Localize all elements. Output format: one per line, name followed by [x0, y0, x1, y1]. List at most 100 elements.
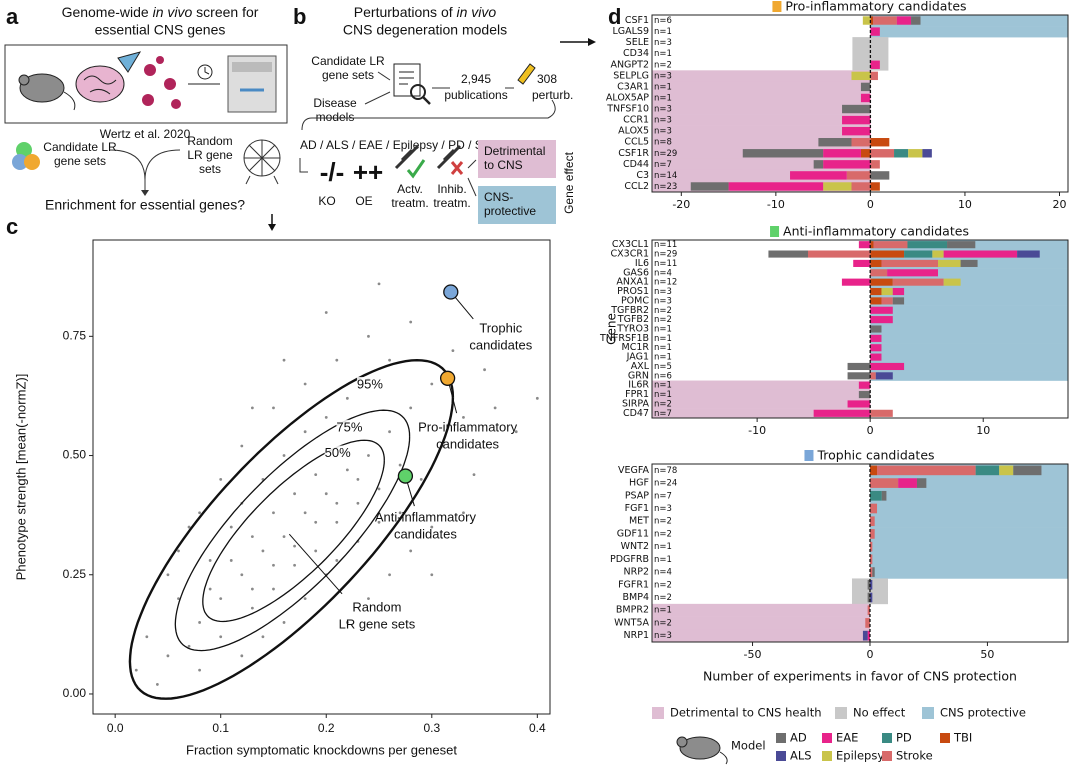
cloud-point — [335, 520, 339, 524]
cloud-point — [462, 511, 465, 515]
n-label: n=8 — [654, 138, 672, 148]
cloud-point — [293, 544, 296, 548]
n-label: n=1 — [654, 381, 672, 391]
gene-label: CCR1 — [623, 115, 649, 126]
n-label: n=29 — [654, 149, 677, 159]
bar-segment — [870, 241, 874, 249]
arrows — [364, 71, 391, 105]
effect-shade — [852, 48, 889, 60]
cloud-point — [293, 492, 296, 496]
legend-title: Model — [731, 739, 766, 753]
mouse-body — [679, 736, 721, 760]
candidate-label: gene sets — [54, 154, 106, 168]
gene-label: CX3CL1 — [612, 239, 649, 250]
n-label: n=7 — [654, 409, 672, 419]
cloud-point — [483, 368, 486, 372]
cloud-point — [303, 430, 307, 434]
bar-segment — [938, 259, 961, 267]
arrow-head — [268, 224, 276, 231]
bar-segment — [873, 16, 897, 25]
effect-shade — [870, 26, 1068, 38]
n-label: n=14 — [654, 171, 677, 181]
bar-segment — [943, 278, 961, 286]
n-label: n=1 — [654, 27, 672, 37]
bar-segment — [877, 465, 976, 476]
cloud-point — [430, 382, 434, 386]
arrow-head — [141, 190, 149, 196]
contour-label-bg — [336, 419, 363, 436]
bar-segment — [870, 334, 882, 342]
effect-shade — [652, 616, 870, 630]
bar-segment — [823, 160, 871, 169]
cloud-point — [250, 406, 254, 410]
screen-box — [4, 44, 288, 124]
bar-segment — [892, 278, 944, 286]
bar-segment — [922, 149, 932, 158]
gene-label: TYRO3 — [616, 324, 649, 335]
gene-label: PSAP — [625, 490, 649, 501]
random-label: Random — [187, 134, 232, 148]
bar-segment — [860, 82, 871, 92]
arrow-head — [588, 38, 596, 46]
bar-segment — [851, 138, 871, 147]
effect-shade — [870, 15, 1068, 27]
cloud-point — [303, 597, 307, 600]
legend-swatch — [835, 707, 847, 719]
question: Enrichment for essential genes? — [45, 197, 245, 213]
n-label: n=3 — [654, 105, 672, 115]
bar-segment — [932, 250, 944, 258]
title-part: in vivo — [153, 4, 193, 20]
title-part: in vivo — [457, 4, 497, 20]
effect-shade — [870, 352, 1068, 363]
n-label: n=3 — [654, 287, 672, 297]
source-label: gene sets — [322, 68, 374, 82]
x-tick-label: 0.2 — [318, 721, 335, 735]
bar-segment — [911, 16, 921, 25]
n-label: n=1 — [654, 93, 672, 103]
cloud-point — [187, 644, 191, 648]
plot-frame — [651, 239, 1069, 419]
cloud-point — [324, 311, 328, 314]
n-label: n=2 — [654, 399, 672, 409]
cloud-point — [345, 468, 349, 472]
n-label: n=3 — [654, 296, 672, 306]
gene-label: POMC — [621, 295, 649, 306]
bar-segment — [870, 316, 893, 324]
legend-swatch — [776, 733, 786, 743]
publication-count: 2,945 — [461, 72, 491, 86]
contour-label-bg — [356, 377, 383, 394]
bar-segment — [858, 241, 871, 249]
title-part: Genome-wide — [62, 4, 153, 20]
cloud-point — [240, 573, 244, 577]
effect-shade — [652, 70, 871, 82]
panel-title: Genome-wide in vivo screen for — [62, 4, 259, 20]
detrimental-label: to CNS — [484, 158, 523, 172]
bar-segment — [858, 391, 871, 399]
gene-label: NRP1 — [624, 630, 649, 641]
bar-segment — [862, 630, 868, 641]
candidate-label: Anti-inflammatory — [375, 509, 477, 524]
venn-icon — [12, 142, 40, 170]
legend-swatch — [822, 751, 832, 761]
document-icon — [393, 63, 431, 105]
cloud-label: LR gene sets — [339, 617, 416, 632]
effect-shade — [652, 408, 871, 419]
bar-segment — [823, 182, 852, 191]
source-label: Candidate LR — [311, 54, 385, 68]
n-label: n=5 — [654, 362, 672, 372]
cloud-point — [356, 477, 360, 481]
gene-label: PDGFRB — [610, 554, 649, 565]
legend-label: Epilepsy — [836, 749, 884, 763]
effect-shade — [870, 324, 1068, 334]
cloud-point — [250, 606, 254, 610]
contour — [128, 358, 455, 700]
cloud-point — [282, 454, 286, 457]
n-label: n=2 — [654, 580, 672, 590]
cloud-point — [208, 559, 212, 562]
gene-label: CD34 — [623, 48, 649, 59]
effect-shade — [870, 286, 1068, 297]
bar-segment — [870, 362, 905, 371]
panel-title: CNS degeneration models — [343, 22, 507, 38]
effect-shade — [870, 314, 1068, 325]
panel-label: a — [6, 4, 19, 29]
